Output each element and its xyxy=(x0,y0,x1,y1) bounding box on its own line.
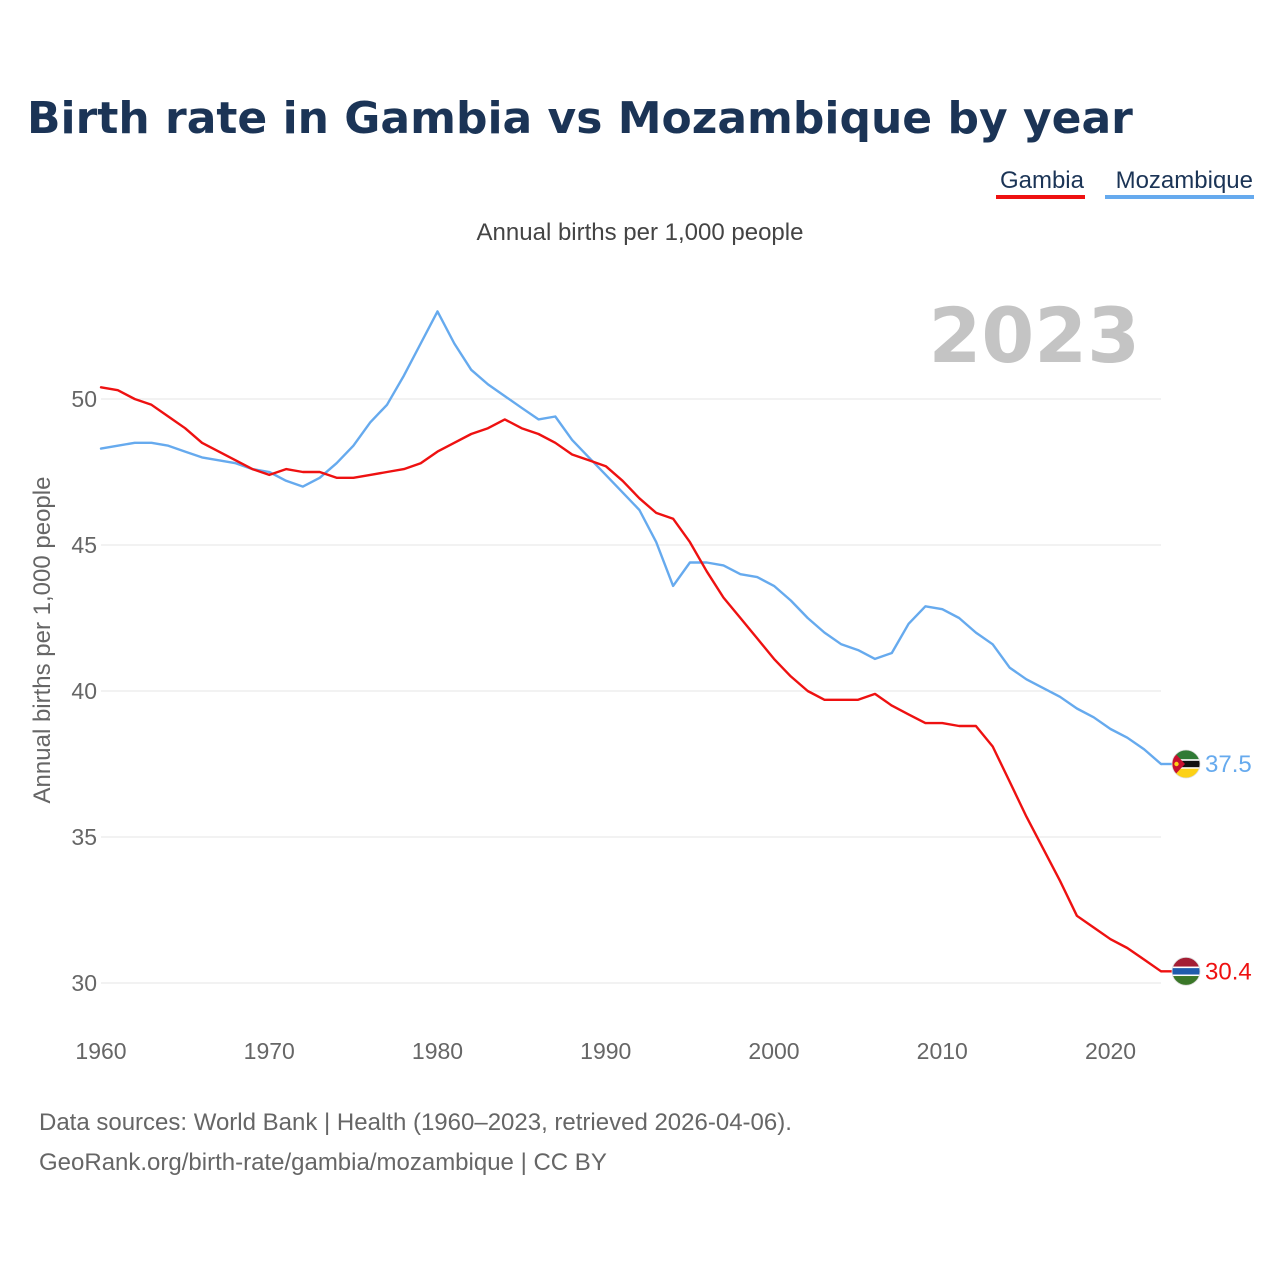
gridlines xyxy=(101,398,1161,984)
x-tick-1990: 1990 xyxy=(580,1038,631,1064)
chart-subtitle: Annual births per 1,000 people xyxy=(477,219,804,246)
y-axis-label: Annual births per 1,000 people xyxy=(29,477,56,804)
x-tick-1980: 1980 xyxy=(412,1038,463,1064)
series-end-markers: 30.4 37.5 xyxy=(1161,749,1252,986)
year-watermark: 2023 xyxy=(928,291,1140,380)
y-tick-45: 45 xyxy=(71,532,97,558)
legend-label-gambia: Gambia xyxy=(1000,167,1085,194)
series-line-mozambique xyxy=(99,310,1163,766)
x-tick-2010: 2010 xyxy=(917,1038,968,1064)
legend-swatch-gambia xyxy=(996,195,1085,199)
gambia-flag-icon xyxy=(1171,956,1201,986)
series-line-gambia xyxy=(99,386,1163,973)
end-label-mozambique: 37.5 xyxy=(1205,751,1252,778)
x-tick-1970: 1970 xyxy=(244,1038,295,1064)
end-label-gambia: 30.4 xyxy=(1205,958,1252,985)
legend-item-mozambique[interactable]: Mozambique xyxy=(1105,167,1254,199)
chart-title: Birth rate in Gambia vs Mozambique by ye… xyxy=(27,93,1133,144)
y-tick-50: 50 xyxy=(71,386,97,412)
x-tick-1960: 1960 xyxy=(75,1038,126,1064)
legend-swatch-mozambique xyxy=(1105,195,1254,199)
y-tick-35: 35 xyxy=(71,824,97,850)
x-tick-2020: 2020 xyxy=(1085,1038,1136,1064)
y-axis-ticks: 30 35 40 45 50 xyxy=(71,386,97,996)
legend-label-mozambique: Mozambique xyxy=(1116,167,1253,194)
mozambique-flag-icon xyxy=(1171,749,1201,779)
y-tick-40: 40 xyxy=(71,678,97,704)
series-lines xyxy=(99,310,1163,973)
legend-item-gambia[interactable]: Gambia xyxy=(996,167,1085,199)
y-tick-30: 30 xyxy=(71,970,97,996)
legend: Gambia Mozambique xyxy=(996,167,1254,199)
x-axis-ticks: 1960 1970 1980 1990 2000 2010 2020 xyxy=(75,1038,1136,1064)
source-line-2: GeoRank.org/birth-rate/gambia/mozambique… xyxy=(39,1149,607,1176)
x-tick-2000: 2000 xyxy=(748,1038,799,1064)
source-line-1: Data sources: World Bank | Health (1960–… xyxy=(39,1109,792,1136)
